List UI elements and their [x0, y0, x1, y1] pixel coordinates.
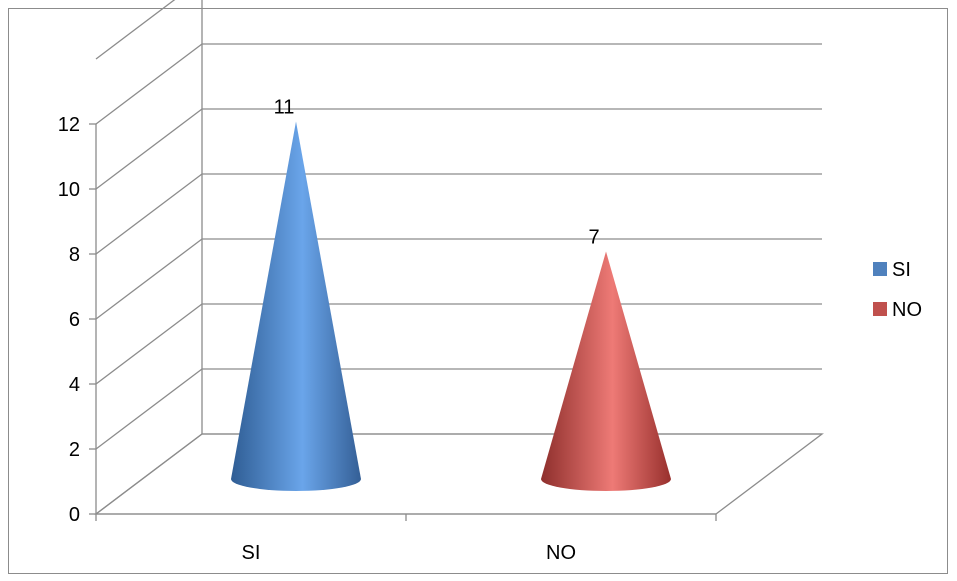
cone-body — [541, 251, 671, 491]
x-tick-label: SI — [242, 542, 261, 564]
y-tick-label: 12 — [58, 114, 80, 136]
cone-body — [231, 121, 361, 491]
y-tick-label: 0 — [69, 504, 80, 526]
legend: SI NO — [873, 259, 922, 321]
side-gridline — [95, 43, 203, 125]
legend-swatch — [873, 262, 887, 276]
y-tick-label: 4 — [69, 374, 80, 396]
side-gridline — [95, 303, 203, 385]
y-tick-label: 10 — [58, 179, 80, 201]
side-gridline — [95, 173, 203, 255]
axis-layer: 0 2 4 6 8 10 12 SI NO — [58, 114, 717, 564]
chart-frame — [8, 8, 948, 574]
floor — [94, 433, 824, 515]
legend-swatch — [873, 302, 887, 316]
side-gridline — [95, 108, 203, 190]
y-tick-label: 6 — [69, 309, 80, 331]
side-gridline — [95, 238, 203, 320]
side-gridline — [95, 368, 203, 450]
x-tick-label: NO — [546, 542, 576, 564]
y-tick-label: 2 — [69, 439, 80, 461]
grid-layer — [94, 0, 824, 515]
legend-label: NO — [892, 299, 922, 321]
side-gridline — [95, 0, 176, 60]
marks-layer: 11 7 — [231, 97, 671, 491]
cone-no — [541, 251, 671, 491]
cone-si — [231, 121, 361, 491]
legend-label: SI — [892, 259, 911, 281]
data-label: 7 — [588, 227, 599, 249]
y-tick-label: 8 — [69, 244, 80, 266]
data-label: 11 — [274, 97, 295, 119]
